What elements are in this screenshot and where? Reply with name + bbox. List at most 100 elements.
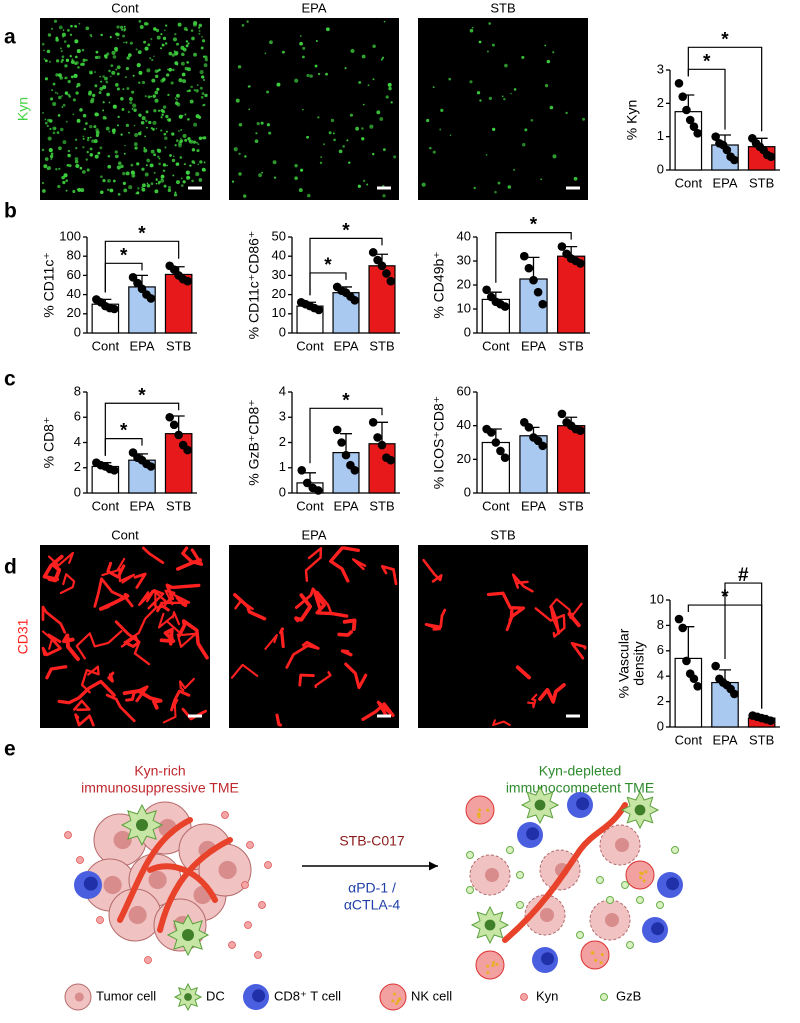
signal-dot xyxy=(150,127,154,130)
y-tick-label: 3 xyxy=(279,409,286,424)
data-point xyxy=(482,285,491,295)
signal-dot xyxy=(41,148,45,152)
signal-dot xyxy=(491,43,495,47)
x-tick-label: EPA xyxy=(521,338,546,353)
signal-dot xyxy=(97,151,101,155)
signal-dot xyxy=(71,58,74,61)
signal-dot xyxy=(180,177,183,180)
signal-dot xyxy=(172,68,175,72)
signal-dot xyxy=(510,92,512,95)
y-tick-label: 20 xyxy=(457,276,471,291)
signal-dot xyxy=(162,36,167,41)
nucleus xyxy=(485,868,499,882)
signal-dot xyxy=(52,131,56,135)
vessel xyxy=(313,591,349,618)
signal-dot xyxy=(429,146,432,150)
vessel xyxy=(515,665,531,680)
vessel xyxy=(41,633,62,657)
signal-dot xyxy=(157,155,160,158)
vessel xyxy=(492,719,511,727)
nk-cell xyxy=(625,860,655,890)
signal-dot xyxy=(61,32,66,37)
signal-dot xyxy=(100,33,103,37)
data-point xyxy=(486,428,496,437)
signal-dot xyxy=(151,78,156,83)
signal-dot xyxy=(485,154,488,156)
signal-dot xyxy=(369,124,374,129)
signal-dot xyxy=(190,29,194,32)
signal-dot xyxy=(152,120,157,125)
signal-dot xyxy=(178,130,180,132)
signal-dot xyxy=(145,22,149,26)
signal-dot xyxy=(100,175,103,179)
signal-dot xyxy=(238,172,242,176)
data-point xyxy=(538,441,548,451)
signal-dot xyxy=(372,44,376,48)
signal-dot xyxy=(108,130,111,133)
vessel xyxy=(165,583,201,601)
signal-dot xyxy=(160,174,165,179)
signal-dot xyxy=(163,132,167,136)
vessel xyxy=(294,587,320,609)
signal-dot xyxy=(160,33,163,36)
signal-dot xyxy=(261,171,263,174)
data-point xyxy=(382,269,391,278)
data-point xyxy=(678,92,688,101)
vessel xyxy=(133,572,147,589)
signal-dot xyxy=(67,153,72,158)
signal-dot xyxy=(112,104,117,109)
signal-dot xyxy=(248,108,251,111)
signal-dot xyxy=(47,136,52,141)
signal-dot xyxy=(142,183,146,188)
signal-dot xyxy=(198,32,201,35)
signal-dot xyxy=(181,52,185,57)
signal-dot xyxy=(150,95,153,98)
signal-dot xyxy=(60,50,63,53)
gzb xyxy=(621,881,629,889)
signal-dot xyxy=(172,174,175,177)
signal-dot xyxy=(200,96,204,99)
data-point xyxy=(128,273,138,282)
signal-dot xyxy=(67,93,71,97)
signal-dot xyxy=(546,59,551,64)
signal-dot xyxy=(116,25,120,29)
signal-dot xyxy=(325,72,329,76)
signal-dot xyxy=(328,131,332,135)
vessel xyxy=(380,564,398,586)
signal-dot xyxy=(78,22,81,25)
data-point xyxy=(302,478,312,488)
signal-dot xyxy=(478,40,482,44)
y-axis-label: % CD8⁺ xyxy=(41,417,57,469)
signal-dot xyxy=(544,44,547,47)
signal-dot xyxy=(294,78,299,83)
signal-dot xyxy=(69,54,72,58)
signal-dot xyxy=(180,137,182,140)
data-point xyxy=(373,433,382,442)
signal-dot xyxy=(180,45,185,50)
data-point xyxy=(722,145,732,155)
signal-dot xyxy=(47,166,51,170)
signal-dot xyxy=(131,107,134,110)
vessel xyxy=(162,698,179,724)
micrographs: Cont EPA STB Kyn Cont EPA STB CD31 xyxy=(15,0,588,728)
signal-dot xyxy=(357,184,361,188)
signal-dot xyxy=(158,157,161,160)
signal-dot xyxy=(307,193,311,198)
data-point xyxy=(377,261,387,271)
signal-dot xyxy=(190,85,193,89)
signal-dot xyxy=(248,85,251,88)
signal-dot xyxy=(138,81,141,84)
signal-dot xyxy=(202,168,205,171)
signal-dot xyxy=(162,77,166,81)
right-title: Kyn-depleted xyxy=(539,763,622,779)
signal-dot xyxy=(198,30,201,32)
vessel xyxy=(275,713,283,727)
signal-dot xyxy=(164,146,167,149)
bar xyxy=(368,265,396,334)
signal-dot xyxy=(165,114,169,119)
signal-dot xyxy=(348,161,351,164)
signal-dot xyxy=(51,89,53,92)
signal-dot xyxy=(47,33,52,37)
signal-dot xyxy=(178,141,182,146)
kyn xyxy=(96,916,104,924)
